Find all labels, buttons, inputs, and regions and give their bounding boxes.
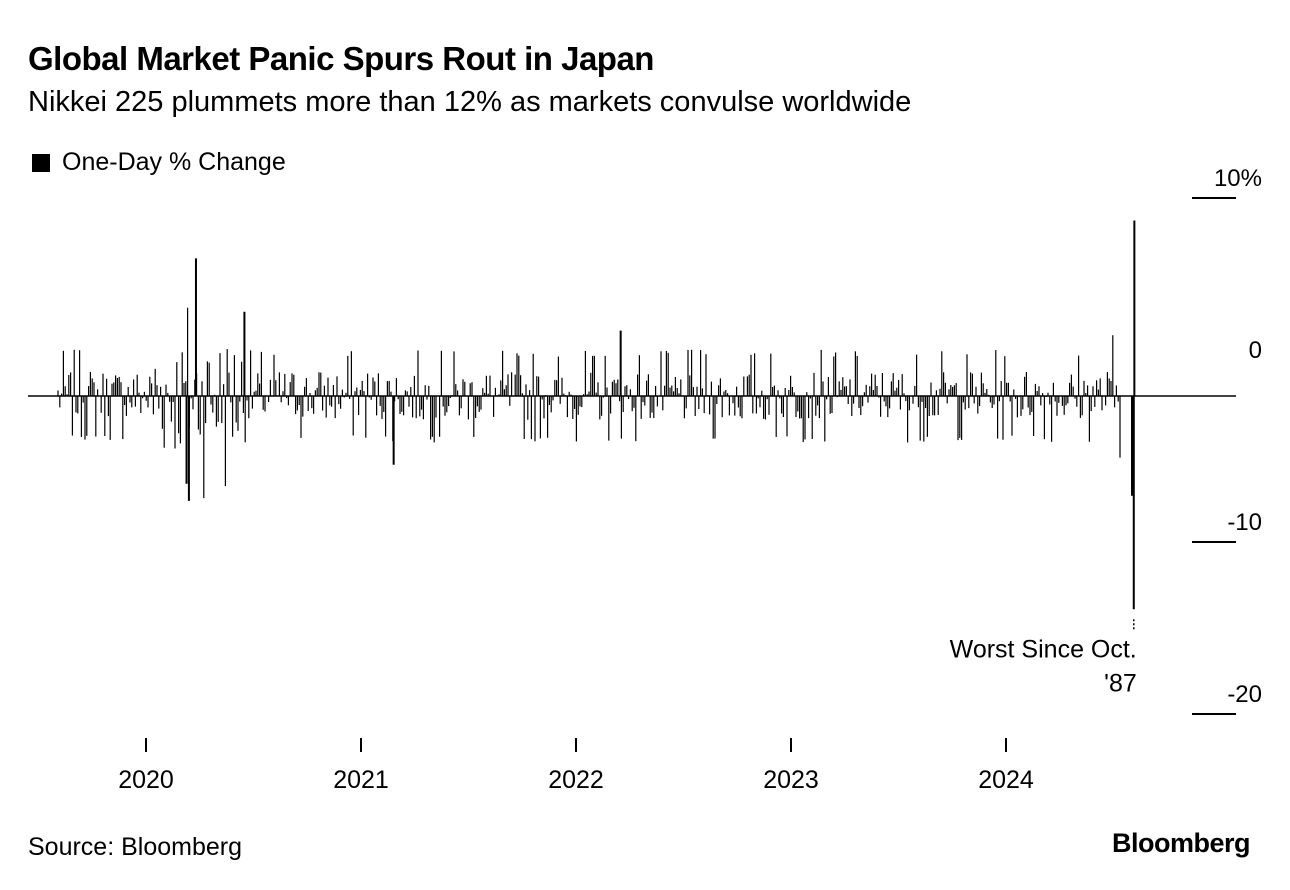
legend: One-Day % Change	[32, 148, 286, 177]
x-tick-label: 2024	[978, 766, 1034, 794]
bloomberg-logo: Bloomberg	[1111, 828, 1251, 858]
legend-swatch	[32, 153, 50, 172]
x-tick-label: 2020	[118, 766, 174, 794]
y-tick-label: -10	[1227, 509, 1262, 536]
x-tick-label: 2021	[333, 766, 389, 794]
source-note: Source: Bloomberg	[28, 833, 243, 861]
x-tick-label: 2023	[763, 766, 819, 794]
y-tick-label: 0	[1249, 337, 1262, 364]
y-tick-label: 10%	[1214, 165, 1262, 192]
daily-change-bars	[57, 307, 1121, 499]
annotation-line1: Worst Since Oct.	[950, 635, 1137, 663]
chart-title: Global Market Panic Spurs Rout in Japan	[28, 40, 654, 77]
x-tick-label: 2022	[548, 766, 604, 794]
annotation-line2: '87	[1104, 669, 1137, 697]
legend-label: One-Day % Change	[62, 148, 286, 176]
y-tick-label: -20	[1227, 681, 1262, 708]
chart-subtitle: Nikkei 225 plummets more than 12% as mar…	[28, 86, 912, 118]
